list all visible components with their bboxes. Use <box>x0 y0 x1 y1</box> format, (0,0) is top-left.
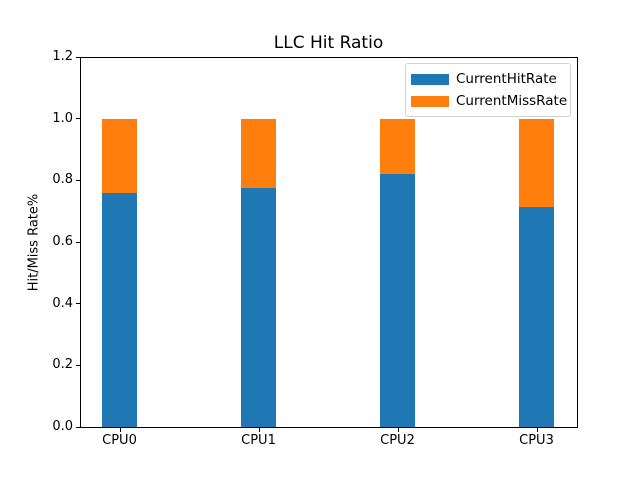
y-tick-label: 0.4 <box>52 295 73 311</box>
legend-item: CurrentHitRate <box>411 68 562 90</box>
y-tick-mark <box>76 56 80 58</box>
bar-CPU2-CurrentHitRate <box>380 174 415 427</box>
y-tick-label: 0.2 <box>52 357 73 373</box>
y-tick-label: 1.2 <box>52 49 73 64</box>
bar-CPU1-CurrentHitRate <box>241 188 276 427</box>
y-tick-mark <box>76 364 80 366</box>
y-tick-mark <box>76 426 80 428</box>
legend-item: CurrentMissRate <box>411 90 567 112</box>
legend: CurrentHitRate CurrentMissRate <box>405 63 571 117</box>
x-tick-label: CPU2 <box>380 433 415 448</box>
legend-label: CurrentHitRate <box>456 71 557 87</box>
x-tick-label: CPU3 <box>519 433 554 448</box>
bar-CPU3-CurrentHitRate <box>519 206 554 427</box>
y-tick-mark <box>76 241 80 243</box>
y-tick-label: 0.0 <box>52 419 73 434</box>
y-tick-label: 1.0 <box>52 110 73 126</box>
y-tick-mark <box>76 118 80 120</box>
bar-CPU1-CurrentMissRate <box>241 118 276 189</box>
x-tick-mark <box>258 428 260 432</box>
x-tick-label: CPU0 <box>102 433 137 448</box>
y-tick-mark <box>76 303 80 305</box>
legend-swatch-icon <box>411 95 449 107</box>
legend-swatch-icon <box>411 73 449 85</box>
y-tick-label: 0.6 <box>52 234 73 249</box>
chart-title: LLC Hit Ratio <box>273 33 384 53</box>
bar-CPU3-CurrentMissRate <box>519 118 554 207</box>
x-tick-mark <box>397 428 399 432</box>
x-tick-mark <box>536 428 538 432</box>
bar-CPU0-CurrentHitRate <box>102 192 137 427</box>
x-tick-label: CPU1 <box>241 433 276 448</box>
bar-CPU0-CurrentMissRate <box>102 118 137 193</box>
x-tick-mark <box>119 428 121 432</box>
bar-CPU2-CurrentMissRate <box>380 118 415 175</box>
y-tick-label: 0.8 <box>52 172 73 188</box>
plot-area <box>80 57 578 428</box>
y-tick-mark <box>76 179 80 181</box>
legend-label: CurrentMissRate <box>456 93 568 109</box>
